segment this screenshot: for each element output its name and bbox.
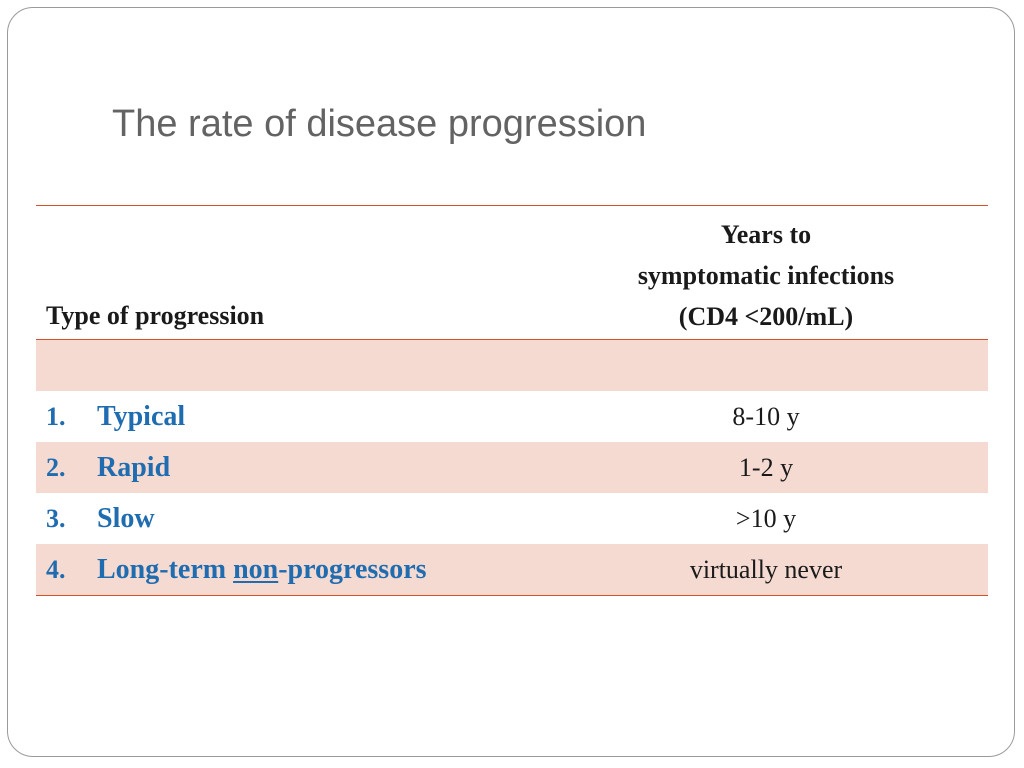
row-value: 8-10 y	[732, 402, 800, 431]
row-value: virtually never	[689, 555, 843, 584]
progression-table: Type of progression Years to symptomatic…	[36, 205, 988, 596]
label-part: -progressors	[278, 554, 427, 585]
header-line: (CD4 <200/mL)	[678, 302, 854, 331]
row-label: Slow	[97, 503, 155, 534]
table-row-long-term-non-progressors: 4. Long-term non-progressors virtually n…	[36, 544, 988, 595]
row-value: 1-2 y	[738, 453, 794, 482]
row-label: Long-term non-progressors	[97, 544, 427, 595]
row-number: 4.	[46, 555, 66, 584]
label-part: Long-term	[97, 554, 234, 585]
row-label: Typical	[97, 401, 186, 432]
table-header: Type of progression Years to symptomatic…	[36, 206, 988, 340]
table-row-typical: 1. Typical 8-10 y	[36, 391, 988, 442]
row-label: Rapid	[97, 452, 171, 483]
row-number: 3.	[46, 504, 66, 533]
empty-row	[36, 340, 988, 391]
table-row-rapid: 2. Rapid 1-2 y	[36, 442, 988, 493]
header-line: symptomatic infections	[637, 261, 895, 290]
slide-title: The rate of disease progression	[112, 103, 647, 145]
header-type-of-progression: Type of progression	[46, 301, 265, 330]
table-row-slow: 3. Slow >10 y	[36, 493, 988, 544]
row-number: 1.	[46, 402, 66, 431]
header-years-to-symptomatic: Years to symptomatic infections (CD4 <20…	[576, 214, 956, 337]
row-number: 2.	[46, 453, 66, 482]
header-line: Years to	[720, 220, 812, 249]
row-value: >10 y	[735, 504, 797, 533]
label-underlined-part: non	[233, 554, 279, 585]
